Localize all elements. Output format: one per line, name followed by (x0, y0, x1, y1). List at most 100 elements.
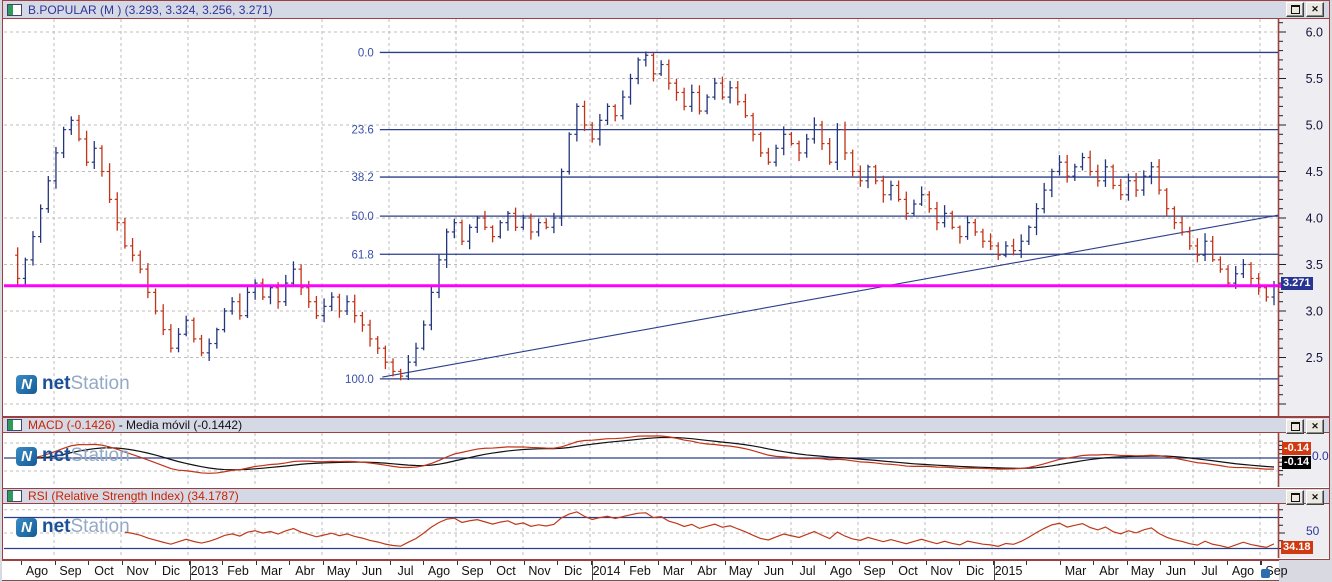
date-axis-tick (1093, 561, 1094, 565)
ohlc-bar (1141, 170, 1147, 196)
date-axis[interactable]: Ago Sep Oct Nov Dic 2013 Feb Mar Abr May Jun Jul Ago… (2, 560, 1288, 581)
price-axis-label: 2.5 (1306, 351, 1323, 365)
ohlc-bar (612, 104, 618, 122)
rsi-chart-canvas[interactable] (3, 504, 1329, 558)
ohlc-bar (1102, 159, 1108, 187)
rsi-panel-header: RSI (Relative Strength Index) (34.1787) … (3, 489, 1329, 505)
date-axis-label: Dic (161, 564, 181, 578)
fib-label: 61.8 (351, 249, 373, 261)
date-axis-tick (289, 561, 290, 565)
macd-line (25, 435, 1275, 474)
year-separator (591, 561, 593, 580)
ohlc-bar (1225, 265, 1231, 287)
ohlc-bar (298, 264, 304, 296)
ohlc-bar (949, 210, 955, 230)
restore-icon (1290, 493, 1300, 502)
restore-button[interactable] (1286, 419, 1304, 434)
ohlc-bar (827, 138, 833, 165)
date-axis-tick (1026, 561, 1027, 565)
date-axis-label: Sep (1265, 564, 1288, 578)
chart-type-icon (7, 490, 22, 502)
macd-value-label: -0.14 (1282, 442, 1312, 455)
ohlc-bar (1079, 152, 1085, 171)
date-axis-label: Jul (1201, 564, 1218, 578)
restore-icon (1290, 422, 1300, 431)
date-axis-tick (959, 561, 960, 565)
ohlc-bar (1041, 182, 1047, 214)
date-axis-tick (657, 561, 659, 565)
ohlc-bar (176, 328, 182, 353)
price-axis-label: 5.0 (1306, 119, 1323, 133)
date-axis-label: Mar (1064, 564, 1087, 578)
ohlc-bar (811, 117, 817, 144)
fib-label: 38.2 (351, 172, 373, 184)
ohlc-bar (1003, 241, 1009, 258)
ohlc-bar (528, 213, 534, 240)
ohlc-bar (451, 218, 457, 239)
main-panel-title: B.POPULAR (M ) (3.293, 3.324, 3.256, 3.2… (28, 2, 273, 17)
date-axis-tick (624, 561, 625, 565)
ohlc-bar (1095, 164, 1101, 187)
trendline[interactable] (382, 214, 1279, 378)
ohlc-bar (689, 84, 695, 112)
ohlc-bar (1034, 203, 1040, 236)
macd-chart-canvas[interactable] (3, 433, 1329, 487)
date-axis-tick (121, 561, 123, 565)
date-axis-tick (1059, 561, 1061, 565)
ohlc-bar (390, 358, 396, 377)
date-axis-tick (456, 561, 458, 565)
date-axis-label: Oct (94, 564, 114, 578)
ohlc-bar (834, 123, 840, 171)
date-axis-tick (54, 561, 56, 565)
ohlc-bar (1171, 206, 1177, 230)
ohlc-bar (781, 126, 787, 156)
ohlc-bar (1118, 178, 1124, 200)
date-axis-label: May (1130, 564, 1155, 578)
ohlc-bar (1110, 164, 1116, 190)
date-axis-label: Jun (1165, 564, 1187, 578)
restore-button[interactable] (1286, 490, 1304, 505)
date-axis-label: Ago (1231, 564, 1255, 578)
ohlc-bar (413, 342, 419, 367)
ohlc-bar (543, 218, 549, 230)
ohlc-bar (643, 51, 649, 67)
main-chart-canvas[interactable]: 6.0 5.5 5.0 4.5 4.0 3.5 3.0 2.5 0.0 23.6 38.2 50.0 6… (3, 19, 1329, 416)
date-axis-tick (791, 561, 793, 565)
ohlc-bar (896, 180, 902, 202)
ohlc-bar (260, 278, 266, 301)
ohlc-bar (114, 192, 120, 231)
date-axis-tick (758, 561, 759, 565)
ohlc-bar (765, 147, 771, 165)
date-axis-label: 2015 (994, 564, 1023, 578)
close-button[interactable]: ✕ (1306, 419, 1324, 434)
fib-label: 23.6 (351, 125, 373, 137)
price-axis-area[interactable] (1279, 19, 1329, 416)
date-axis-tick (490, 561, 491, 565)
ohlc-bar (988, 233, 994, 251)
ohlc-bar (873, 164, 879, 185)
ohlc-bar (428, 284, 434, 331)
ohlc-bar (474, 215, 480, 233)
ohlc-bar (398, 368, 404, 381)
ohlc-bar (965, 216, 971, 240)
date-axis-tick (825, 561, 826, 565)
price-axis-label: 6.0 (1306, 26, 1323, 40)
ohlc-bar (61, 126, 67, 159)
ohlc-bar (367, 319, 373, 347)
date-axis-tick (691, 561, 692, 565)
ohlc-bar (1187, 226, 1193, 250)
ohlc-bar (68, 116, 74, 135)
ohlc-bar (1026, 225, 1032, 246)
date-axis-tick (88, 561, 89, 565)
ohlc-bar (796, 140, 802, 162)
plot-bg (3, 433, 1329, 487)
rsi-title: RSI (Relative Strength Index) (34.1787) (28, 489, 239, 503)
close-button[interactable]: ✕ (1306, 2, 1324, 17)
close-button[interactable]: ✕ (1306, 490, 1324, 505)
ohlc-bar (1018, 234, 1024, 258)
ohlc-bar (168, 324, 174, 353)
ohlc-bar (1011, 238, 1017, 256)
restore-button[interactable] (1286, 2, 1304, 17)
price-axis-label: 4.0 (1306, 212, 1323, 226)
ohlc-bar (559, 168, 565, 226)
